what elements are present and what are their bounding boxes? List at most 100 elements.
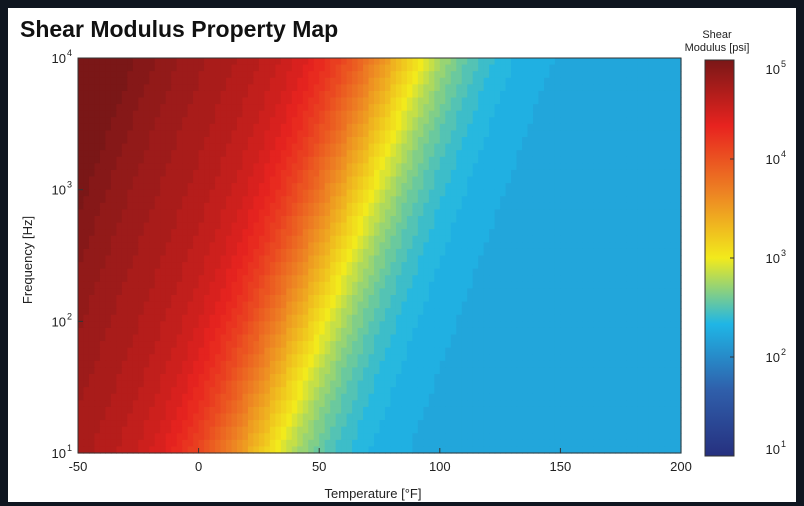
heatmap-cell: [357, 196, 364, 204]
heatmap-cell: [478, 242, 485, 250]
heatmap-cell: [565, 314, 572, 322]
heatmap-cell: [384, 347, 392, 355]
heatmap-cell: [176, 209, 183, 217]
heatmap-cell: [193, 169, 200, 178]
heatmap-cell: [532, 242, 540, 250]
heatmap-cell: [401, 130, 408, 138]
heatmap-cell: [532, 235, 540, 243]
heatmap-cell: [171, 123, 178, 132]
heatmap-cell: [154, 176, 161, 184]
heatmap-cell: [116, 255, 123, 263]
heatmap-cell: [374, 347, 381, 355]
heatmap-cell: [94, 58, 101, 66]
heatmap-cell: [341, 137, 348, 145]
heatmap-cell: [280, 183, 287, 191]
heatmap-cell: [357, 130, 364, 138]
heatmap-cell: [648, 321, 655, 329]
heatmap-cell: [412, 130, 419, 138]
heatmap-cell: [209, 150, 216, 158]
heatmap-cell: [220, 117, 227, 125]
heatmap-cell: [346, 123, 353, 132]
heatmap-cell: [138, 71, 145, 79]
heatmap-cell: [626, 301, 633, 309]
heatmap-cell: [593, 123, 600, 132]
heatmap-cell: [412, 104, 419, 112]
heatmap-cell: [110, 137, 117, 145]
heatmap-cell: [324, 183, 331, 191]
heatmap-cell: [154, 202, 161, 211]
heatmap-cell: [226, 301, 233, 309]
heatmap-cell: [286, 123, 293, 132]
heatmap-cell: [231, 248, 238, 257]
heatmap-cell: [648, 84, 655, 92]
heatmap-cell: [204, 262, 211, 270]
heatmap-cell: [505, 71, 512, 79]
heatmap-cell: [626, 189, 633, 197]
heatmap-cell: [291, 169, 298, 178]
heatmap-cell: [593, 137, 600, 145]
heatmap-cell: [226, 77, 233, 85]
heatmap-cell: [428, 202, 435, 211]
heatmap-cell: [286, 183, 293, 191]
heatmap-cell: [193, 255, 200, 263]
heatmap-cell: [121, 275, 128, 283]
heatmap-cell: [94, 137, 101, 145]
heatmap-cell: [615, 97, 622, 105]
heatmap-cell: [88, 196, 96, 204]
heatmap-cell: [417, 163, 424, 171]
heatmap-cell: [637, 71, 644, 79]
heatmap-cell: [132, 314, 139, 322]
heatmap-cell: [127, 255, 134, 263]
heatmap-cell: [160, 347, 167, 355]
heatmap-cell: [670, 242, 677, 250]
heatmap-cell: [286, 90, 293, 99]
heatmap-cell: [231, 255, 238, 263]
heatmap-cell: [511, 255, 518, 263]
heatmap-cell: [110, 354, 117, 362]
heatmap-cell: [576, 327, 583, 336]
heatmap-cell: [554, 77, 561, 85]
heatmap-cell: [231, 169, 238, 178]
heatmap-cell: [461, 123, 468, 132]
heatmap-cell: [516, 156, 523, 164]
heatmap-cell: [352, 341, 359, 349]
heatmap-cell: [576, 347, 583, 355]
heatmap-cell: [182, 255, 189, 263]
heatmap-cell: [456, 150, 463, 158]
heatmap-cell: [593, 308, 600, 316]
heatmap-cell: [659, 169, 666, 178]
heatmap-cell: [565, 229, 572, 237]
heatmap-cell: [149, 216, 156, 224]
heatmap-cell: [363, 255, 370, 263]
heatmap-cell: [543, 216, 551, 224]
heatmap-cell: [604, 229, 611, 237]
heatmap-cell: [275, 262, 282, 270]
heatmap-cell: [395, 58, 403, 66]
heatmap-cell: [215, 156, 222, 164]
heatmap-cell: [94, 97, 101, 105]
heatmap-cell: [368, 295, 375, 303]
heatmap-cell: [220, 176, 227, 184]
heatmap-cell: [204, 110, 211, 118]
heatmap-cell: [417, 58, 424, 66]
heatmap-cell: [226, 248, 233, 257]
heatmap-cell: [434, 327, 441, 336]
heatmap-cell: [527, 327, 534, 336]
heatmap-cell: [264, 58, 271, 66]
heatmap-cell: [450, 202, 457, 211]
heatmap-cell: [127, 71, 134, 79]
heatmap-cell: [78, 341, 85, 349]
heatmap-cell: [406, 281, 413, 290]
heatmap-cell: [401, 334, 408, 342]
heatmap-cell: [406, 90, 413, 99]
heatmap-cell: [417, 123, 424, 132]
heatmap-cell: [582, 71, 589, 79]
heatmap-cell: [121, 163, 128, 171]
heatmap-cell: [171, 163, 178, 171]
heatmap-cell: [99, 97, 107, 105]
heatmap-cell: [532, 110, 540, 118]
heatmap-cell: [374, 275, 381, 283]
heatmap-cell: [357, 327, 364, 336]
heatmap-cell: [94, 275, 101, 283]
heatmap-cell: [83, 156, 90, 164]
